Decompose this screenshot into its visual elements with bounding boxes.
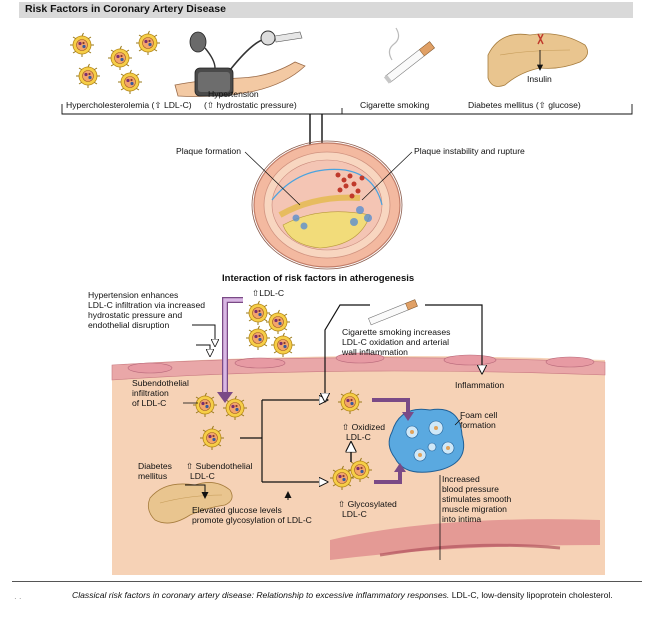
label-subendo-ldl-2: LDL-C [190, 471, 215, 481]
label-glyco-1: ⇧ Glycosylated [338, 499, 397, 509]
label-subendo-1: Subendothelial [132, 378, 189, 388]
plaque-rupture-leader [361, 151, 413, 201]
foam-cell-leader [454, 417, 463, 426]
caption-marker: · · [14, 594, 22, 603]
label-plaque-formation: Plaque formation [176, 146, 241, 156]
label-insulin: Insulin [527, 74, 552, 84]
label-glucose-2: promote glycosylation of LDL-C [192, 515, 312, 525]
label-htn-enhances-4: endothelial disruption [88, 320, 170, 330]
cigarette-illustration-lower [368, 299, 418, 326]
ldl-particle-cluster-top [69, 30, 161, 95]
foam-cell-arrows [372, 398, 414, 484]
label-smoking-3: wall inflammation [342, 347, 408, 357]
ldl-particle-cluster-middle [245, 300, 296, 358]
label-subendo-3: of LDL-C [132, 398, 167, 408]
blood-pressure-cuff-illustration [174, 30, 306, 97]
label-foam-1: Foam cell [460, 410, 498, 420]
branch-arrows [240, 400, 326, 482]
diabetes-arrow [185, 484, 209, 499]
label-smoking-2: LDL-C oxidation and arterial [342, 337, 450, 347]
label-glucose-1: Elevated glucose levels [192, 505, 282, 515]
cigarette-illustration-top [383, 27, 435, 84]
hypertension-arrow-2 [196, 344, 210, 355]
title-bar: Risk Factors in Coronary Artery Disease [19, 2, 633, 18]
label-hypercholesterolemia: Hypercholesterolemia (⇧ LDL-C) [66, 100, 192, 110]
label-foam-2: formation [460, 420, 496, 430]
label-oxidized-1: ⇧ Oxidized [342, 422, 386, 432]
caption-normal: LDL-C, low-density lipoprotein cholester… [449, 590, 613, 600]
label-smoking-1: Cigarette smoking increases [342, 327, 451, 337]
caption-rule [12, 581, 642, 582]
plaque-formation-leader [244, 151, 301, 206]
label-inflammation: Inflammation [455, 380, 505, 390]
label-ldl-c: ⇧LDL-C [252, 288, 285, 298]
smoking-to-inflammation-arrow [425, 304, 482, 372]
smoking-to-oxidation-arrow [325, 304, 370, 400]
label-subendo-2: infiltration [132, 388, 169, 398]
section-heading: Interaction of risk factors in atherogen… [222, 273, 415, 284]
label-bp-1: Increased [442, 474, 480, 484]
artery-cross-section [251, 140, 403, 270]
label-hydrostatic-pressure: (⇧ hydrostatic pressure) [204, 100, 297, 110]
top-bracket [61, 104, 633, 115]
caption-italic: Classical risk factors in coronary arter… [72, 590, 450, 600]
label-cigarette-smoking: Cigarette smoking [360, 100, 430, 110]
label-diabetes-mellitus: Diabetes mellitus (⇧ glucose) [468, 100, 581, 110]
label-diabetes-1: Diabetes [138, 461, 172, 471]
figure-title: Risk Factors in Coronary Artery Disease [25, 3, 226, 15]
label-htn-enhances-3: hydrostatic pressure and [88, 310, 183, 320]
label-htn-enhances-1: Hypertension enhances [88, 290, 179, 300]
label-bp-5: into intima [442, 514, 482, 524]
figure-caption: Classical risk factors in coronary arter… [72, 590, 642, 601]
label-diabetes-2: mellitus [138, 471, 168, 481]
pancreas-illustration-top [487, 33, 588, 87]
foam-cell-illustration [388, 408, 465, 473]
label-subendo-ldl-1: ⇧ Subendothelial [186, 461, 253, 471]
label-glyco-2: LDL-C [342, 509, 367, 519]
label-bp-4: muscle migration [442, 504, 507, 514]
label-plaque-rupture: Plaque instability and rupture [414, 146, 525, 156]
label-hypertension: Hypertension [208, 89, 259, 99]
hypertension-arrow [192, 324, 215, 345]
label-oxidized-2: LDL-C [346, 432, 371, 442]
infiltration-arrow [217, 297, 243, 403]
label-bp-3: stimulates smooth [442, 494, 512, 504]
label-bp-2: blood pressure [442, 484, 499, 494]
label-htn-enhances-2: LDL-C infiltration via increased [88, 300, 206, 310]
